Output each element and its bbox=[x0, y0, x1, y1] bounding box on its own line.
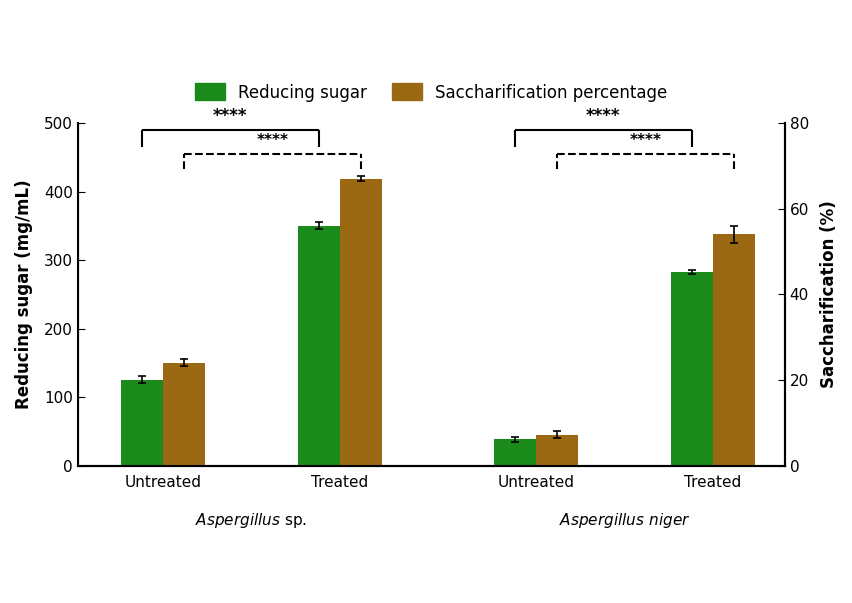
Legend: Reducing sugar, Saccharification percentage: Reducing sugar, Saccharification percent… bbox=[188, 77, 674, 108]
Bar bbox=[297, 226, 339, 466]
Bar bbox=[121, 380, 163, 466]
Bar bbox=[339, 179, 381, 466]
Bar bbox=[163, 363, 204, 466]
Text: ****: **** bbox=[585, 107, 620, 125]
Y-axis label: Reducing sugar (mg/mL): Reducing sugar (mg/mL) bbox=[15, 180, 33, 409]
Bar bbox=[493, 440, 535, 466]
Text: ****: **** bbox=[256, 133, 288, 148]
Bar bbox=[670, 272, 711, 466]
Bar bbox=[535, 435, 577, 466]
Text: ****: **** bbox=[213, 107, 247, 125]
Text: ****: **** bbox=[629, 133, 660, 148]
Y-axis label: Saccharification (%): Saccharification (%) bbox=[819, 200, 837, 388]
Bar bbox=[711, 235, 754, 466]
Text: $\it{Aspergillus}$ sp.: $\it{Aspergillus}$ sp. bbox=[195, 511, 307, 529]
Text: $\it{Aspergillus\ niger}$: $\it{Aspergillus\ niger}$ bbox=[558, 511, 689, 529]
